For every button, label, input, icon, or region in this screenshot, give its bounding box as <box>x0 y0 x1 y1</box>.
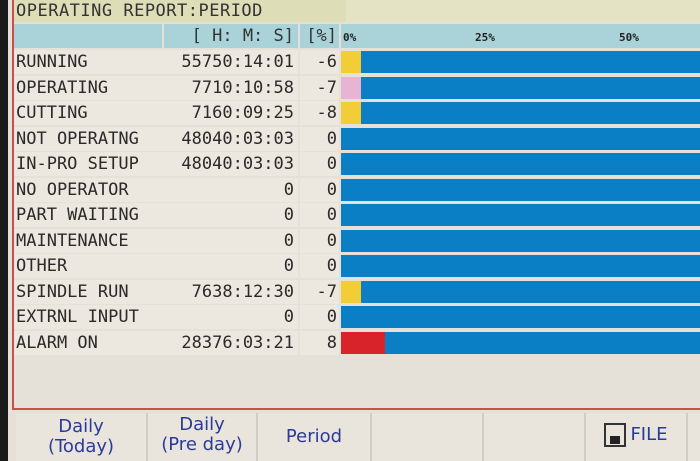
row-percent: -8 <box>300 101 339 125</box>
scale-tick-0: 0% <box>343 31 357 44</box>
row-label: IN-PRO SETUP <box>14 152 164 176</box>
table-row: PART WAITING 0 0 <box>14 203 700 227</box>
softkey-empty-1[interactable] <box>372 413 484 461</box>
softkey-empty-2[interactable] <box>484 413 586 461</box>
row-time: 0 <box>164 177 298 202</box>
row-bar <box>341 204 700 226</box>
row-bar <box>341 153 700 175</box>
table-row: SPINDLE RUN 7638:12:30 -7 <box>14 279 700 304</box>
row-bar <box>341 255 700 277</box>
softkey-label: FILE <box>630 424 668 445</box>
row-label: MAINTENANCE <box>14 228 164 253</box>
row-label: NOT OPERATNG <box>14 126 164 151</box>
row-bar <box>341 127 700 150</box>
frame-line <box>12 0 14 410</box>
softkey-period[interactable]: Period <box>258 413 372 461</box>
row-percent: 0 <box>300 254 339 278</box>
row-percent: -7 <box>300 75 339 100</box>
title-bar-right <box>346 0 700 22</box>
row-label: OPERATING <box>14 75 164 100</box>
table-row: CUTTING 7160:09:25 -8 <box>14 101 700 125</box>
softkey-label: (Today) <box>47 436 115 457</box>
row-bar <box>341 178 700 201</box>
row-label: OTHER <box>14 254 164 278</box>
divider <box>14 408 700 410</box>
row-percent: 0 <box>300 126 339 151</box>
softkey-label: Daily <box>179 414 225 435</box>
row-time: 7160:09:25 <box>164 101 298 125</box>
row-percent: 0 <box>300 228 339 253</box>
row-bar <box>341 280 700 303</box>
row-percent: 0 <box>300 152 339 176</box>
floppy-disk-icon <box>604 423 627 447</box>
row-label: NO OPERATOR <box>14 177 164 202</box>
table-row: OPERATING 7710:10:58 -7 <box>14 75 700 100</box>
row-percent: 0 <box>300 177 339 202</box>
row-time: 0 <box>164 305 298 329</box>
row-percent: -7 <box>300 279 339 304</box>
row-label: PART WAITING <box>14 203 164 227</box>
row-time: 55750:14:01 <box>164 50 298 74</box>
table-row: RUNNING 55750:14:01 -6 <box>14 50 700 74</box>
screen: OPERATING REPORT:PERIOD [ H: M: S] [%] 0… <box>8 0 700 461</box>
row-label: CUTTING <box>14 101 164 125</box>
softkey-daily-preday[interactable]: Daily (Pre day) <box>148 413 258 461</box>
row-bar <box>341 331 700 354</box>
table-row: MAINTENANCE 0 0 <box>14 228 700 253</box>
row-label: EXTRNL INPUT <box>14 305 164 329</box>
table-row: NO OPERATOR 0 0 <box>14 177 700 202</box>
row-bar-segment <box>341 76 361 99</box>
row-bar-segment <box>341 102 361 124</box>
scale-tick-50: 50% <box>619 31 639 44</box>
scale-tick-25: 25% <box>475 31 495 44</box>
row-bar <box>341 229 700 252</box>
row-bar-segment <box>341 51 361 73</box>
row-bar <box>341 76 700 99</box>
table-row: NOT OPERATNG 48040:03:03 0 <box>14 126 700 151</box>
row-bar <box>341 102 700 124</box>
table-row: IN-PRO SETUP 48040:03:03 0 <box>14 152 700 176</box>
header-time: [ H: M: S] <box>164 24 298 48</box>
softkey-label: Daily <box>58 416 104 437</box>
softkey-file[interactable]: FILE <box>586 413 688 461</box>
row-bar <box>341 306 700 328</box>
page-title: OPERATING REPORT:PERIOD <box>14 0 346 22</box>
row-label: RUNNING <box>14 50 164 74</box>
table-row: ALARM ON 28376:03:21 8 <box>14 330 700 355</box>
row-percent: 8 <box>300 330 339 355</box>
row-time: 0 <box>164 228 298 253</box>
row-time: 48040:03:03 <box>164 126 298 151</box>
row-label: ALARM ON <box>14 330 164 355</box>
row-percent: 0 <box>300 305 339 329</box>
table-header: [ H: M: S] [%] 0% 25% 50% <box>14 24 700 48</box>
row-time: 7638:12:30 <box>164 279 298 304</box>
row-time: 7710:10:58 <box>164 75 298 100</box>
row-bar-segment <box>341 280 361 303</box>
softkey-daily-today[interactable]: Daily (Today) <box>16 413 148 461</box>
row-time: 0 <box>164 254 298 278</box>
row-time: 28376:03:21 <box>164 330 298 355</box>
row-percent: -6 <box>300 50 339 74</box>
row-time: 48040:03:03 <box>164 152 298 176</box>
header-label <box>14 24 162 48</box>
row-bar-segment <box>341 331 385 354</box>
table-row: EXTRNL INPUT 0 0 <box>14 305 700 329</box>
header-percent: [%] <box>300 24 339 48</box>
row-bar <box>341 51 700 73</box>
table-row: OTHER 0 0 <box>14 254 700 278</box>
row-label: SPINDLE RUN <box>14 279 164 304</box>
softkey-label: (Pre day) <box>161 434 243 455</box>
row-time: 0 <box>164 203 298 227</box>
header-scale: 0% 25% 50% <box>341 24 700 48</box>
softkey-edge <box>688 413 700 461</box>
row-percent: 0 <box>300 203 339 227</box>
